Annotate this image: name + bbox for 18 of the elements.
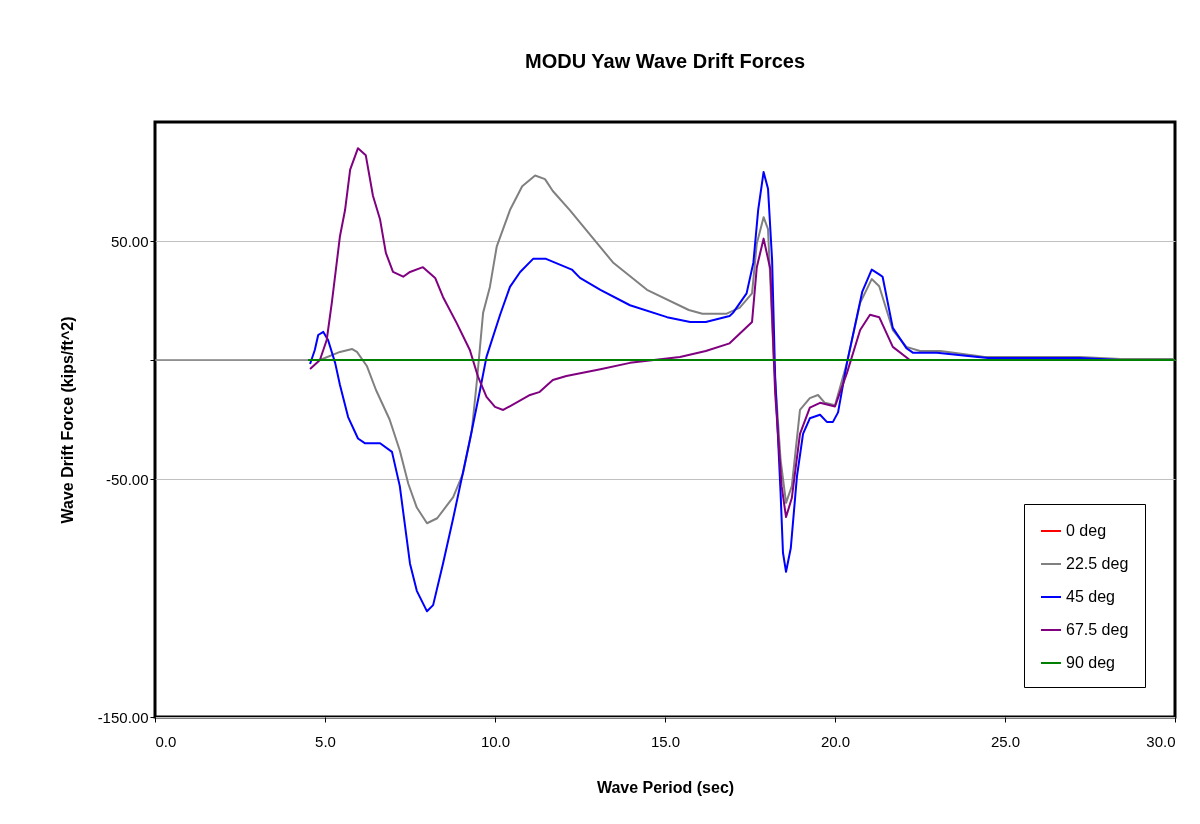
y-axis-title: Wave Drift Force (kips/ft^2)	[58, 316, 76, 524]
y-tick-label: -50.00	[105, 470, 149, 488]
y-tick-label: -150.00	[97, 708, 149, 726]
x-tick-label: 15.0	[650, 732, 681, 750]
x-tick-label: 5.0	[315, 732, 336, 750]
legend-label: 45 deg	[1066, 588, 1115, 605]
legend-label: 67.5 deg	[1066, 621, 1129, 638]
legend-label: 90 deg	[1066, 654, 1115, 671]
x-tick-label: 25.0	[990, 732, 1021, 750]
legend-label: 22.5 deg	[1066, 555, 1129, 572]
x-tick-label: 0.0	[155, 732, 177, 750]
x-tick-label: 20.0	[820, 732, 851, 750]
x-axis-title: Wave Period (sec)	[596, 778, 735, 796]
legend-label: 0 deg	[1066, 522, 1107, 539]
x-tick-label: 10.0	[480, 732, 511, 750]
x-tick-label: 30.0	[1146, 732, 1176, 750]
chart-title: MODU Yaw Wave Drift Forces	[524, 50, 806, 72]
y-tick-label: 50.00	[110, 232, 149, 250]
